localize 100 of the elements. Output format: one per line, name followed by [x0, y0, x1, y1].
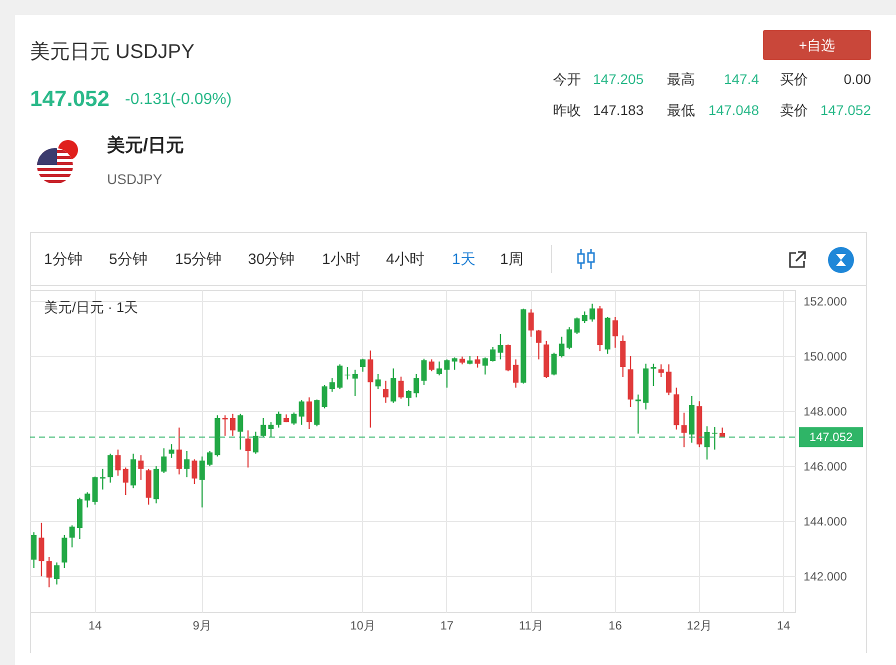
candlestick	[115, 449, 121, 476]
y-tick-label: 152.000	[804, 294, 848, 309]
text: 今开	[553, 70, 581, 88]
x-tick-label: 9月	[192, 618, 212, 632]
candlestick	[207, 450, 213, 467]
candlestick	[352, 369, 358, 397]
candlestick	[245, 430, 251, 468]
candlestick	[222, 414, 228, 436]
text: 5分钟	[109, 251, 148, 269]
candlestick	[421, 358, 427, 386]
x-tick-label: 14	[88, 618, 102, 632]
candlestick	[122, 466, 128, 496]
candlestick	[566, 326, 572, 350]
candlestick	[322, 384, 328, 409]
candlestick	[84, 492, 90, 508]
candlestick	[344, 366, 350, 380]
y-tick-label: 150.000	[804, 350, 848, 364]
candlestick	[306, 396, 312, 430]
text: 147.052	[30, 86, 110, 112]
candlestick	[161, 448, 167, 474]
candlestick	[498, 333, 504, 360]
text: 30分钟	[248, 251, 295, 269]
candlestick	[38, 522, 44, 577]
candlestick	[650, 363, 656, 387]
candlestick	[414, 373, 420, 398]
candlestick	[536, 329, 542, 360]
candlestick	[337, 364, 343, 390]
x-tick-label: 16	[608, 618, 622, 632]
candlestick	[184, 450, 190, 478]
x-tick-label: 10月	[350, 618, 376, 632]
text: 4小时	[386, 251, 424, 269]
candlestick	[452, 356, 458, 370]
text: 147.183	[593, 102, 644, 118]
candlestick	[291, 412, 297, 426]
candlestick	[108, 453, 114, 484]
text: 15分钟	[175, 251, 222, 269]
text: 147.4	[724, 70, 759, 88]
candlestick	[551, 352, 557, 376]
candlestick	[260, 417, 266, 438]
candlestick	[168, 444, 174, 458]
text: 买价	[780, 70, 808, 88]
text: 1分钟	[44, 251, 82, 269]
candlestick	[230, 413, 236, 436]
add-button: +自选	[763, 30, 871, 60]
candlestick	[513, 358, 519, 388]
text: 最低	[667, 102, 695, 118]
text: 147.048	[708, 102, 759, 118]
candlestick	[436, 360, 442, 376]
candlestick	[474, 355, 480, 368]
candlestick	[390, 368, 396, 404]
candlestick	[428, 358, 434, 372]
candlestick	[276, 411, 282, 428]
text: 147.052	[820, 102, 871, 118]
y-tick-label: 146.000	[804, 460, 848, 474]
text: 卖价	[780, 102, 808, 118]
text: 美元/日元	[107, 135, 184, 157]
y-tick-label: 142.000	[804, 570, 848, 584]
candlestick	[298, 399, 304, 426]
candlestick	[69, 524, 75, 548]
text: -0.131(-0.09%)	[125, 90, 232, 110]
x-tick-label: 11月	[518, 618, 544, 632]
text: USDJPY	[107, 170, 162, 188]
candlestick	[199, 456, 205, 508]
candlestick	[375, 373, 381, 390]
candlestick	[612, 316, 618, 348]
x-tick-label: 17	[440, 618, 454, 632]
candlestick	[658, 364, 664, 378]
candlestick	[46, 556, 52, 588]
candlestick	[590, 303, 596, 322]
candlestick	[574, 316, 580, 335]
chart-title: 美元日元 USDJPY	[30, 40, 194, 64]
candlestick	[582, 310, 588, 324]
text: 昨收	[553, 102, 581, 118]
candlestick	[558, 336, 564, 358]
candlestick	[268, 422, 274, 438]
text: 1天	[452, 251, 476, 269]
candlestick	[406, 390, 412, 407]
text: 1周	[500, 251, 524, 269]
candlestick	[398, 376, 404, 400]
candlestick	[482, 356, 488, 376]
text: 1小时	[322, 251, 360, 269]
candlestick	[490, 346, 496, 362]
candlestick	[635, 394, 641, 434]
candlestick	[100, 468, 106, 490]
candlestick	[138, 454, 144, 480]
candlestick	[329, 377, 335, 392]
annotation: 美元/日元 · 1天	[44, 298, 138, 316]
candlestick	[252, 431, 258, 454]
candlestick	[666, 364, 672, 396]
candlestick	[238, 413, 244, 450]
candlestick	[192, 458, 198, 485]
candlestick	[382, 380, 388, 404]
ref-line-label: 147.052	[809, 430, 854, 444]
text: 147.205	[593, 70, 644, 88]
candlestick	[704, 426, 710, 460]
candlestick	[360, 358, 366, 372]
candlestick	[528, 308, 534, 338]
y-tick-label: 148.000	[804, 404, 848, 419]
candlestick	[54, 562, 60, 586]
candlestick	[444, 358, 450, 388]
